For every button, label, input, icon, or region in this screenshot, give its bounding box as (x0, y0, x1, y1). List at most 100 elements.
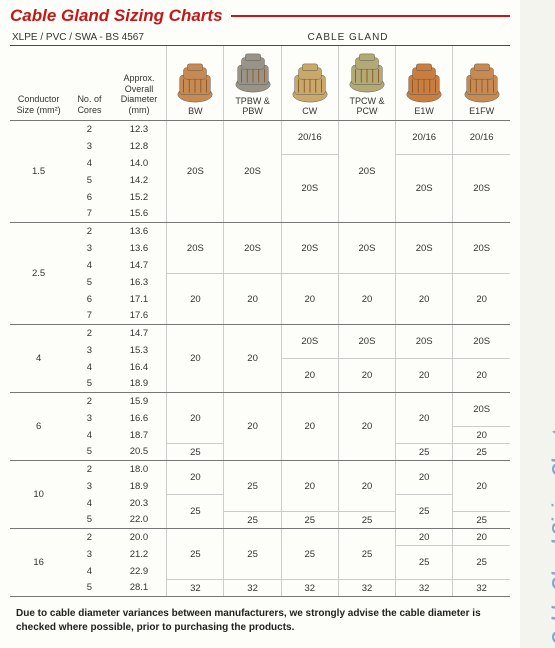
cores-value: 4 (67, 257, 111, 274)
cores-value: 2 (67, 461, 111, 478)
gland-value: 20 (281, 274, 338, 325)
diameter-value: 15.6 (112, 206, 167, 223)
diameter-value: 14.2 (112, 172, 167, 189)
gland-value: 20 (167, 461, 224, 495)
header-right: CABLE GLAND (186, 32, 510, 43)
col-gland-cw: CW (281, 46, 338, 121)
table-row: 528.1323232323232 (10, 580, 510, 597)
gland-value: 25 (453, 546, 510, 580)
gland-value: 25 (338, 529, 395, 580)
diameter-value: 28.1 (112, 580, 167, 597)
title-bar: Cable Gland Sizing Charts (10, 6, 510, 26)
gland-value: 20 (224, 274, 281, 325)
gland-value: 20S (167, 223, 224, 274)
diameter-value: 15.2 (112, 189, 167, 206)
col-gland-e1fw: E1FW (453, 46, 510, 121)
conductor-size: 6 (10, 393, 67, 461)
diameter-value: 21.2 (112, 546, 167, 563)
diameter-value: 17.6 (112, 308, 167, 325)
gland-value: 20 (396, 393, 453, 444)
gland-value: 20/16 (396, 121, 453, 155)
gland-value: 20S (338, 325, 395, 359)
cores-value: 3 (67, 410, 111, 427)
gland-value: 20 (224, 393, 281, 461)
diameter-value: 22.0 (112, 512, 167, 529)
gland-value: 20/16 (281, 121, 338, 155)
diameter-value: 12.8 (112, 138, 167, 155)
gland-value: 20 (453, 461, 510, 512)
footnote: Due to cable diameter variances between … (10, 597, 510, 638)
table-row: 516.3202020202020 (10, 274, 510, 291)
gland-value: 25 (396, 495, 453, 529)
page-title: Cable Gland Sizing Charts (10, 6, 231, 26)
diameter-value: 14.7 (112, 325, 167, 342)
diameter-value: 17.1 (112, 291, 167, 308)
table-row: 2.5213.620S20S20S20S20S20S (10, 223, 510, 240)
cores-value: 3 (67, 342, 111, 359)
gland-value: 25 (453, 444, 510, 461)
cores-value: 6 (67, 291, 111, 308)
diameter-value: 13.6 (112, 240, 167, 257)
table-row: 4214.7202020S20S20S20S (10, 325, 510, 342)
gland-value: 20S (396, 155, 453, 223)
cores-value: 3 (67, 138, 111, 155)
cores-value: 2 (67, 393, 111, 410)
gland-value: 20 (224, 325, 281, 393)
gland-value: 20 (453, 529, 510, 546)
gland-value: 32 (167, 580, 224, 597)
gland-value: 20 (167, 325, 224, 393)
diameter-value: 18.9 (112, 478, 167, 495)
cores-value: 7 (67, 308, 111, 325)
cores-value: 4 (67, 427, 111, 444)
cores-value: 4 (67, 495, 111, 512)
conductor-size: 4 (10, 325, 67, 393)
gland-value: 25 (281, 529, 338, 580)
gland-value: 20 (338, 274, 395, 325)
gland-value: 20 (338, 461, 395, 512)
col-gland-tpcw-pcw: TPCW & PCW (338, 46, 395, 121)
gland-value: 20S (453, 393, 510, 427)
conductor-size: 16 (10, 529, 67, 597)
gland-value: 20 (453, 427, 510, 444)
side-title: Cable Gland Sizing Charts (549, 420, 555, 645)
gland-value: 20 (396, 274, 453, 325)
cores-value: 5 (67, 172, 111, 189)
title-rule (231, 15, 510, 17)
conductor-size: 1.5 (10, 121, 67, 223)
cores-value: 5 (67, 512, 111, 529)
col-gland-e1w: E1W (396, 46, 453, 121)
table-row: 6215.9202020202020S (10, 393, 510, 410)
gland-value: 20S (453, 223, 510, 274)
diameter-value: 20.0 (112, 529, 167, 546)
cores-value: 4 (67, 359, 111, 376)
gland-value: 25 (281, 512, 338, 529)
diameter-value: 12.3 (112, 121, 167, 138)
col-gland-tpbw-pbw: TPBW & PBW (224, 46, 281, 121)
gland-value: 20S (224, 121, 281, 223)
diameter-value: 18.0 (112, 461, 167, 478)
diameter-value: 15.9 (112, 393, 167, 410)
cores-value: 5 (67, 376, 111, 393)
cores-value: 3 (67, 240, 111, 257)
cores-value: 4 (67, 155, 111, 172)
gland-value: 25 (224, 461, 281, 512)
gland-value: 25 (396, 444, 453, 461)
diameter-value: 14.7 (112, 257, 167, 274)
gland-value: 25 (167, 529, 224, 580)
gland-value: 32 (224, 580, 281, 597)
col-conductor: Conductor Size (mm²) (10, 46, 67, 121)
table-row: 10218.0202520202020 (10, 461, 510, 478)
gland-value: 20S (281, 155, 338, 223)
head-row: Conductor Size (mm²) No. of Cores Approx… (10, 46, 510, 121)
gland-value: 20 (453, 274, 510, 325)
gland-value: 20S (338, 121, 395, 223)
gland-value: 32 (281, 580, 338, 597)
gland-value: 25 (396, 546, 453, 580)
conductor-size: 2.5 (10, 223, 67, 325)
gland-value: 20S (224, 223, 281, 274)
gland-value: 20S (281, 223, 338, 274)
col-gland-bw: BW (167, 46, 224, 121)
gland-value: 25 (167, 495, 224, 529)
cores-value: 2 (67, 325, 111, 342)
table-row: 16220.0252525252020 (10, 529, 510, 546)
